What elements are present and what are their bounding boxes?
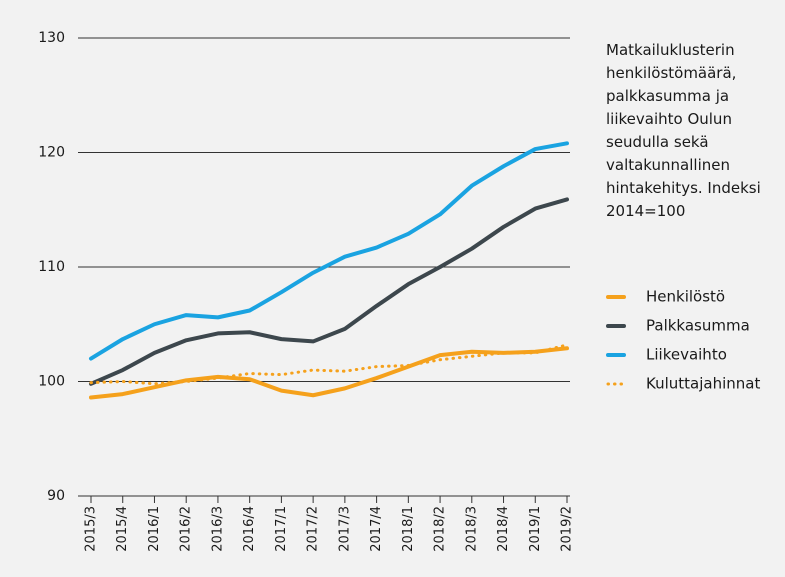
- chart-title: Matkailuklusterin henkilöstömäärä, palkk…: [606, 41, 761, 220]
- series-line: [89, 197, 569, 386]
- x-tick-label: 2019/2: [560, 506, 575, 552]
- x-tick-label: 2017/3: [337, 506, 352, 552]
- y-tick-label: 130: [38, 30, 65, 46]
- legend-label: Kuluttajahinnat: [646, 375, 760, 393]
- x-tick-label: 2016/2: [179, 506, 194, 552]
- x-tick-label: 2017/4: [369, 506, 384, 552]
- legend-label: Palkkasumma: [646, 317, 750, 335]
- x-tick-label: 2015/4: [115, 506, 130, 552]
- x-tick-label: 2017/2: [306, 506, 321, 552]
- x-tick-label: 2016/1: [147, 506, 162, 552]
- y-tick-label: 90: [47, 488, 65, 504]
- x-tick-label: 2015/3: [84, 506, 99, 552]
- x-tick-label: 2017/1: [274, 506, 289, 552]
- legend-label: Liikevaihto: [646, 346, 727, 364]
- x-tick-label: 2019/1: [528, 506, 543, 552]
- y-tick-label: 120: [38, 145, 65, 161]
- x-tick-label: 2016/3: [210, 506, 225, 552]
- y-tick-label: 110: [38, 259, 65, 275]
- x-tick-label: 2018/2: [433, 506, 448, 552]
- x-tick-label: 2018/4: [496, 506, 511, 552]
- x-tick-label: 2018/3: [464, 506, 479, 552]
- x-tick-label: 2016/4: [242, 506, 257, 552]
- y-tick-label: 100: [38, 374, 65, 390]
- series-line: [89, 343, 569, 386]
- series-line: [89, 346, 569, 400]
- legend-label: Henkilöstö: [646, 288, 725, 306]
- series-line: [89, 141, 569, 361]
- x-tick-label: 2018/1: [401, 506, 416, 552]
